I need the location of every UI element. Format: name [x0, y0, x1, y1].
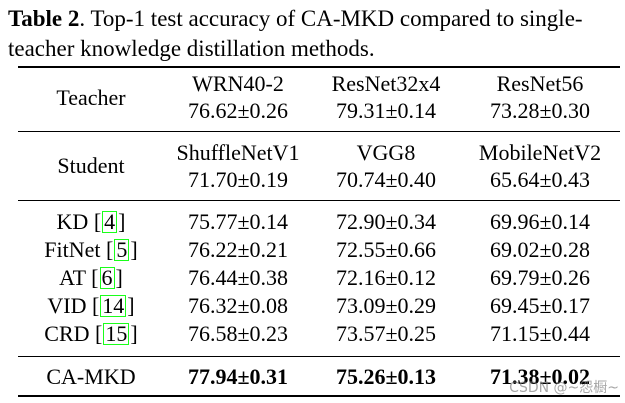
teacher-model-3: ResNet56	[496, 71, 584, 96]
student-model-3: MobileNetV2	[478, 140, 602, 165]
ours-name: CA-MKD	[46, 364, 136, 389]
student-rule	[18, 200, 620, 201]
method-score: 69.96±0.14	[489, 209, 591, 234]
bottom-rule	[18, 395, 620, 397]
student-label: Student	[57, 153, 125, 178]
method-score: 71.15±0.44	[489, 321, 591, 346]
method-score: 72.55±0.66	[335, 237, 437, 262]
table-caption: Table 2. Top-1 test accuracy of CA-MKD c…	[8, 4, 620, 64]
method-score: 69.79±0.26	[489, 265, 591, 290]
method-score: 75.77±0.14	[187, 209, 289, 234]
teacher-rule	[18, 131, 620, 132]
method-score: 76.44±0.38	[187, 265, 289, 290]
citation-link[interactable]: 6	[99, 265, 115, 290]
method-score: 73.09±0.29	[335, 293, 437, 318]
teacher-score-3: 73.28±0.30	[489, 98, 591, 123]
method-score: 72.16±0.12	[335, 265, 437, 290]
student-score-3: 65.64±0.43	[489, 167, 591, 192]
methods-rule	[18, 356, 620, 357]
method-score: 72.90±0.34	[335, 209, 437, 234]
method-name-fitnet: FitNet [5]	[44, 237, 138, 262]
citation-link[interactable]: 4	[102, 209, 118, 234]
method-score: 76.32±0.08	[187, 293, 289, 318]
method-score: 76.58±0.23	[187, 321, 289, 346]
teacher-score-1: 76.62±0.26	[187, 98, 289, 123]
ours-score-2: 75.26±0.13	[335, 364, 437, 389]
citation-link[interactable]: 14	[100, 293, 127, 318]
method-name-at: AT [6]	[59, 265, 123, 290]
method-score: 69.02±0.28	[489, 237, 591, 262]
method-score: 73.57±0.25	[335, 321, 437, 346]
method-name-crd: CRD [15]	[44, 321, 138, 346]
method-score: 69.45±0.17	[489, 293, 591, 318]
method-name-vid: VID [14]	[47, 293, 135, 318]
top-rule	[18, 66, 620, 68]
method-name-kd: KD [4]	[56, 209, 126, 234]
student-score-1: 71.70±0.19	[187, 167, 289, 192]
caption-label: Table 2	[8, 6, 80, 31]
teacher-label: Teacher	[56, 85, 126, 110]
teacher-model-2: ResNet32x4	[331, 71, 441, 96]
teacher-score-2: 79.31±0.14	[335, 98, 437, 123]
watermark: CSDN @~怨橱~	[509, 380, 619, 396]
student-model-2: VGG8	[356, 140, 416, 165]
student-score-2: 70.74±0.40	[335, 167, 437, 192]
citation-link[interactable]: 5	[114, 237, 130, 262]
ours-score-1: 77.94±0.31	[187, 364, 289, 389]
citation-link[interactable]: 15	[103, 321, 130, 346]
caption-text: . Top-1 test accuracy of CA-MKD compared…	[8, 6, 583, 61]
method-score: 76.22±0.21	[187, 237, 289, 262]
student-model-1: ShuffleNetV1	[176, 140, 300, 165]
ours-score-3: 71.38±0.02	[489, 364, 591, 389]
teacher-model-1: WRN40-2	[192, 71, 284, 96]
